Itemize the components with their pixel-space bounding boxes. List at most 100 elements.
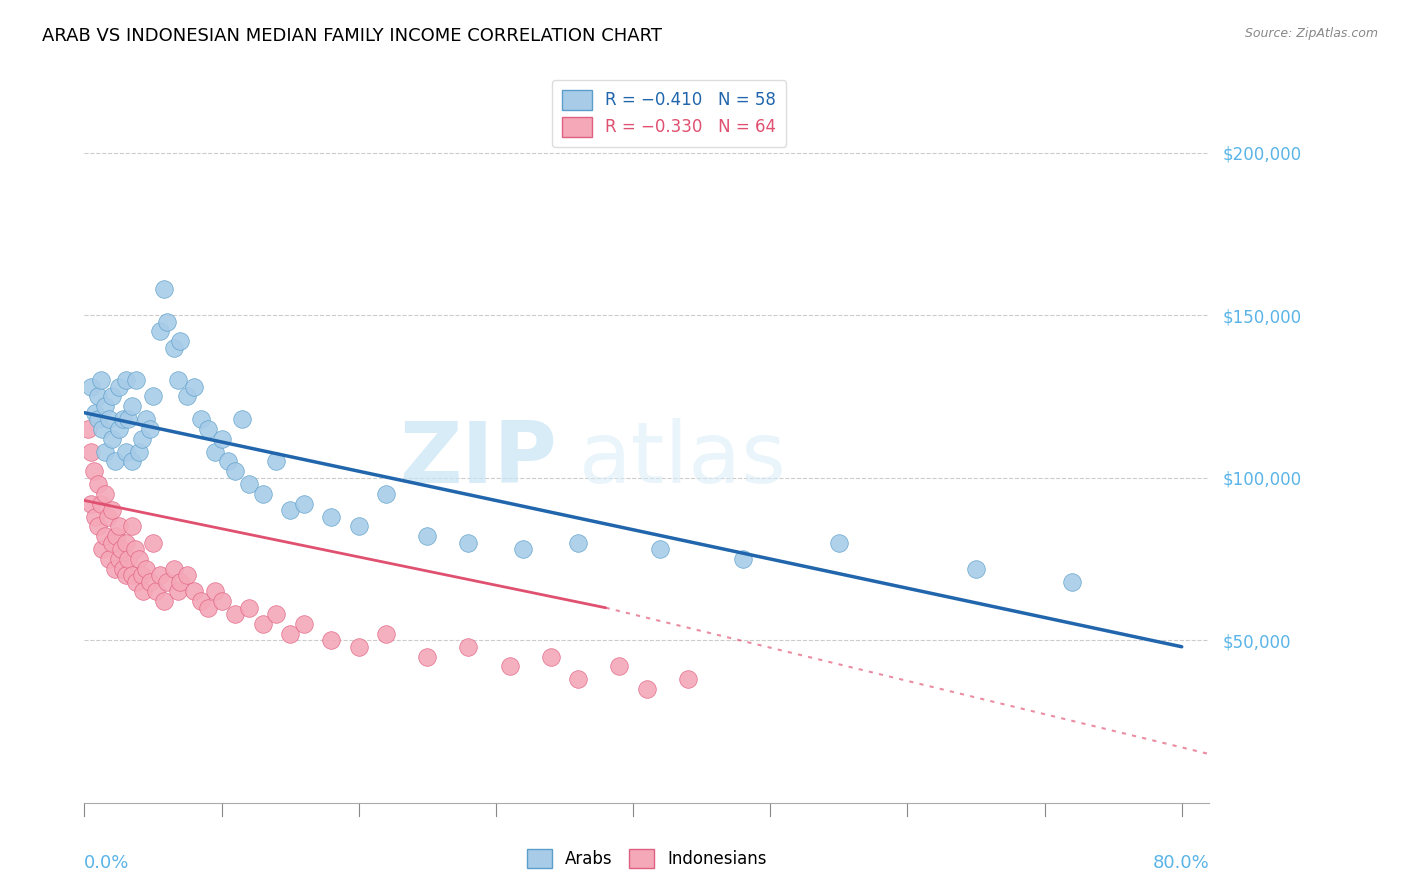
Point <box>101 432 124 446</box>
Point <box>457 535 479 549</box>
Point <box>121 568 143 582</box>
Point <box>266 607 288 622</box>
Point <box>84 509 107 524</box>
Point <box>169 334 191 348</box>
Point <box>153 282 176 296</box>
Point <box>91 542 114 557</box>
Point <box>567 673 589 687</box>
Point <box>145 584 167 599</box>
Point <box>121 454 143 468</box>
Text: atlas: atlas <box>579 417 787 500</box>
Point <box>156 574 179 589</box>
Point <box>87 412 110 426</box>
Point <box>231 412 253 426</box>
Point <box>540 649 562 664</box>
Point <box>125 574 148 589</box>
Point <box>142 535 165 549</box>
Point <box>416 529 439 543</box>
Point <box>135 562 157 576</box>
Point <box>131 568 153 582</box>
Point <box>636 681 658 696</box>
Point <box>238 477 260 491</box>
Point <box>156 315 179 329</box>
Point <box>91 422 114 436</box>
Point <box>292 617 315 632</box>
Point <box>101 535 124 549</box>
Point <box>94 399 117 413</box>
Point <box>162 341 184 355</box>
Point <box>321 509 343 524</box>
Point <box>183 584 205 599</box>
Point <box>111 562 134 576</box>
Point <box>83 464 105 478</box>
Point <box>114 444 136 458</box>
Point <box>347 519 370 533</box>
Point <box>512 542 534 557</box>
Point <box>117 552 139 566</box>
Point <box>107 519 129 533</box>
Point <box>375 487 398 501</box>
Point <box>266 454 288 468</box>
Point <box>197 422 219 436</box>
Point <box>166 584 188 599</box>
Point <box>80 380 103 394</box>
Point <box>567 535 589 549</box>
Point <box>124 542 146 557</box>
Point <box>114 373 136 387</box>
Text: ARAB VS INDONESIAN MEDIAN FAMILY INCOME CORRELATION CHART: ARAB VS INDONESIAN MEDIAN FAMILY INCOME … <box>42 27 662 45</box>
Point <box>111 412 134 426</box>
Point <box>204 444 226 458</box>
Point <box>190 412 212 426</box>
Point <box>676 673 699 687</box>
Point <box>103 454 125 468</box>
Point <box>278 626 301 640</box>
Point <box>1060 574 1083 589</box>
Point <box>211 594 233 608</box>
Point <box>87 389 110 403</box>
Text: 0.0%: 0.0% <box>84 854 129 872</box>
Point <box>97 509 120 524</box>
Point <box>828 535 851 549</box>
Point <box>117 412 139 426</box>
Point <box>169 574 191 589</box>
Point <box>153 594 176 608</box>
Point <box>87 477 110 491</box>
Point <box>457 640 479 654</box>
Point <box>252 487 274 501</box>
Point <box>132 584 155 599</box>
Point <box>149 568 172 582</box>
Point <box>142 389 165 403</box>
Point <box>98 412 121 426</box>
Point <box>103 562 125 576</box>
Point <box>94 529 117 543</box>
Point <box>139 574 162 589</box>
Point <box>87 519 110 533</box>
Point <box>80 497 103 511</box>
Text: 80.0%: 80.0% <box>1153 854 1209 872</box>
Point <box>139 422 162 436</box>
Point <box>101 503 124 517</box>
Legend: R = −0.410   N = 58, R = −0.330   N = 64: R = −0.410 N = 58, R = −0.330 N = 64 <box>553 79 786 147</box>
Point <box>107 380 129 394</box>
Point <box>125 373 148 387</box>
Point <box>176 568 198 582</box>
Point <box>498 659 520 673</box>
Point <box>128 552 150 566</box>
Point <box>135 412 157 426</box>
Point <box>347 640 370 654</box>
Point <box>204 584 226 599</box>
Point <box>110 542 132 557</box>
Point <box>162 562 184 576</box>
Point <box>321 633 343 648</box>
Point <box>149 325 172 339</box>
Point <box>107 422 129 436</box>
Point <box>238 600 260 615</box>
Point <box>128 444 150 458</box>
Point <box>80 444 103 458</box>
Point <box>90 373 112 387</box>
Point <box>84 406 107 420</box>
Point <box>90 497 112 511</box>
Legend: Arabs, Indonesians: Arabs, Indonesians <box>520 843 773 875</box>
Point <box>211 432 233 446</box>
Point <box>224 464 246 478</box>
